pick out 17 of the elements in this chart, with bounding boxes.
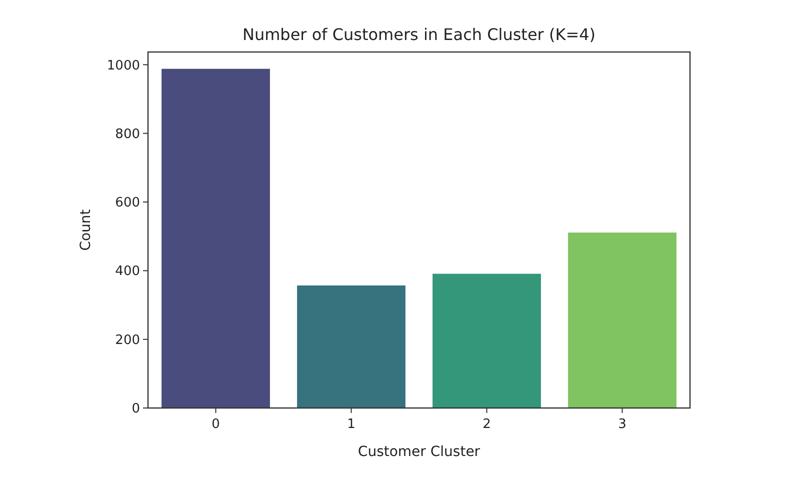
chart-title: Number of Customers in Each Cluster (K=4) <box>242 25 596 44</box>
bar <box>162 68 270 408</box>
y-tick-label: 800 <box>115 126 140 142</box>
bar <box>432 274 541 408</box>
y-tick-label: 0 <box>132 402 140 417</box>
x-tick-label: 2 <box>482 417 491 432</box>
x-axis-title: Customer Cluster <box>358 444 480 460</box>
bar <box>568 232 676 408</box>
y-tick-label: 400 <box>115 264 140 280</box>
bar <box>297 285 406 408</box>
y-axis-title: Count <box>78 208 94 251</box>
x-tick-label: 1 <box>347 417 356 432</box>
y-tick-label: 1000 <box>106 58 140 74</box>
x-tick-label: 3 <box>618 417 626 432</box>
y-tick-label: 600 <box>115 196 140 211</box>
y-tick-label: 200 <box>115 332 140 348</box>
x-tick-label: 0 <box>212 417 220 432</box>
